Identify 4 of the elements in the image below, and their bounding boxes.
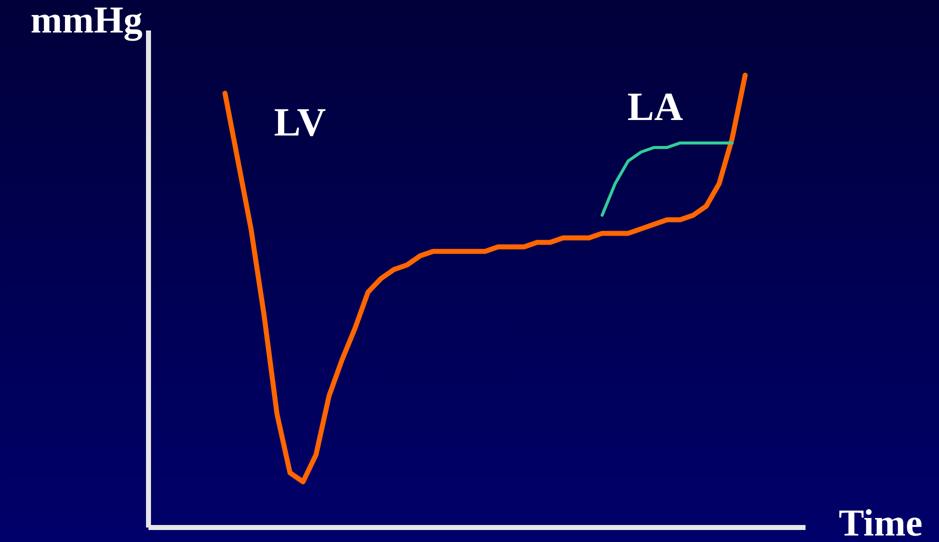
- series-label: LA: [627, 84, 684, 129]
- series-label: LV: [274, 99, 326, 144]
- y-axis-title: mmHg: [30, 0, 142, 42]
- x-axis-title: Time: [838, 502, 922, 542]
